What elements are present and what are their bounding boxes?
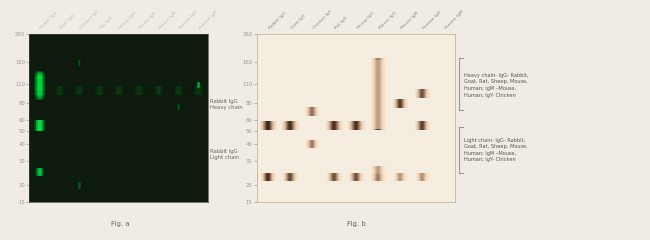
Text: Human IgM: Human IgM — [198, 10, 218, 30]
Text: Heavy chain- IgG- Rabbit,
Goat, Rat, Sheep, Mouse,
Human; IgM –Mouse,
Human; IgY: Heavy chain- IgG- Rabbit, Goat, Rat, She… — [464, 73, 528, 98]
Text: Fig. a: Fig. a — [111, 221, 129, 227]
Text: Mouse IgM: Mouse IgM — [400, 11, 419, 30]
Text: Mouse IgG: Mouse IgG — [378, 11, 397, 30]
Text: Rabbit IgG: Rabbit IgG — [268, 11, 287, 30]
Text: Rabbit IgG
Heavy chain: Rabbit IgG Heavy chain — [210, 99, 242, 110]
Text: Chicken IgY: Chicken IgY — [312, 9, 333, 30]
Text: Human IgM: Human IgM — [444, 10, 464, 30]
Text: Mouse IgM: Mouse IgM — [159, 11, 177, 30]
Text: Rabbit IgG: Rabbit IgG — [39, 11, 58, 30]
Text: Rat IgG: Rat IgG — [334, 16, 348, 30]
Text: Light chain- IgG- Rabbit,
Goat, Rat, Sheep, Mouse,
Human; IgM –Mouse,
Human; IgY: Light chain- IgG- Rabbit, Goat, Rat, She… — [464, 138, 528, 162]
Text: Fig. b: Fig. b — [347, 221, 365, 227]
Text: Human IgG: Human IgG — [178, 10, 198, 30]
Text: Sheep IgG: Sheep IgG — [356, 12, 374, 30]
Text: Chicken IgY: Chicken IgY — [79, 9, 99, 30]
Text: Mouse IgG: Mouse IgG — [138, 11, 157, 30]
Text: Goat IgG: Goat IgG — [290, 14, 306, 30]
Text: Rat IgG: Rat IgG — [99, 16, 113, 30]
Text: Human IgG: Human IgG — [422, 10, 442, 30]
Text: Sheep IgG: Sheep IgG — [118, 12, 137, 30]
Text: Rabbit IgG
Light chain: Rabbit IgG Light chain — [210, 149, 239, 160]
Text: Goat IgG: Goat IgG — [59, 14, 75, 30]
